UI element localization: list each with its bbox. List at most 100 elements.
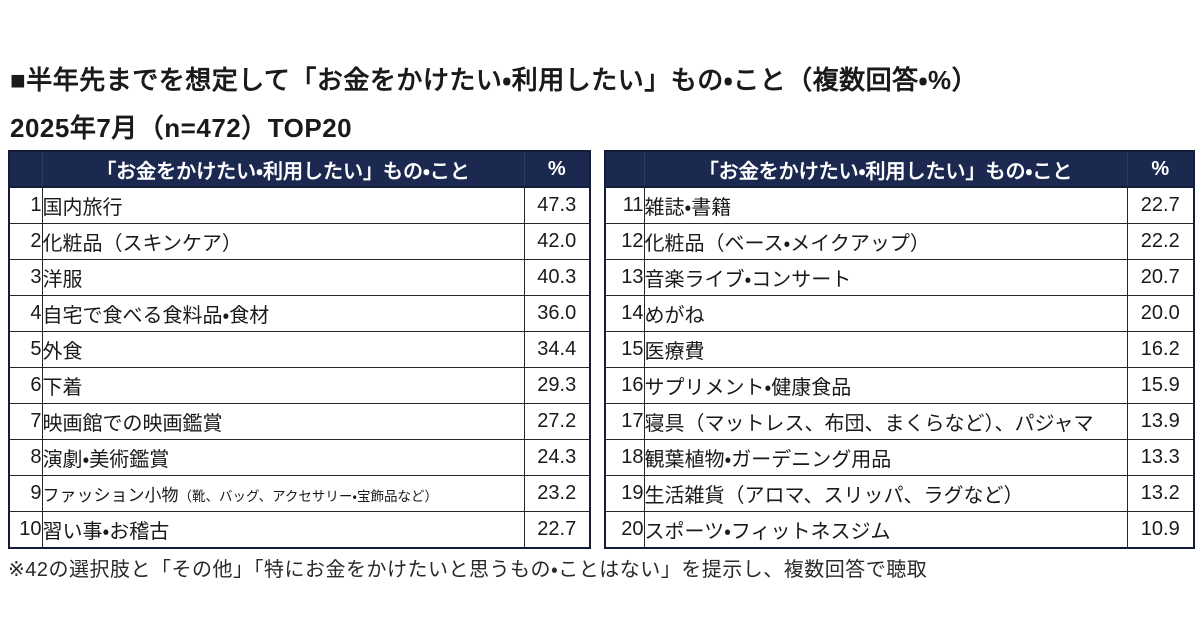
table-row: 7 映画館での映画鑑賞 27.2 [8,403,591,440]
table-row: 18 観葉植物・ガーデニング用品 13.3 [604,439,1195,476]
item-label: 観葉植物・ガーデニング用品 [644,449,892,471]
table-row: 4 自宅で食べる食料品・食材 36.0 [8,295,591,332]
percent-cell: 22.7 [1126,186,1195,224]
percent-cell: 13.2 [1126,475,1195,512]
rank-cell: 16 [604,367,645,404]
item-label: 医療費 [644,341,705,363]
item-label: 自宅で食べる食料品・食材 [42,305,270,327]
item-label: 音楽ライブ・コンサート [644,269,852,291]
table-row: 5 外食 34.4 [8,331,591,368]
ranking-table-right: 「お金をかけたい・利用したい」もの・こと % 11 雑誌・書籍 22.7 12 … [604,150,1195,549]
table-row: 13 音楽ライブ・コンサート 20.7 [604,259,1195,296]
table-row: 17 寝具（マットレス、布団、まくらなど）、パジャマ 13.9 [604,403,1195,440]
table-row: 11 雑誌・書籍 22.7 [604,186,1195,224]
item-cell: 寝具（マットレス、布団、まくらなど）、パジャマ [643,403,1128,440]
item-label: 習い事・お稽古 [42,521,170,543]
table-row: 19 生活雑貨（アロマ、スリッパ、ラグなど） 13.2 [604,475,1195,512]
rank-cell: 5 [8,331,43,368]
item-cell: ファッション小物（靴、バッグ、アクセサリー・宝飾品など） [41,475,525,512]
ranking-table-left: 「お金をかけたい・利用したい」もの・こと % 1 国内旅行 47.3 2 化粧品… [8,150,591,549]
percent-cell: 10.9 [1126,511,1195,549]
rank-cell: 6 [8,367,43,404]
item-cell: 映画館での映画鑑賞 [41,403,525,440]
percent-cell: 13.3 [1126,439,1195,476]
rank-cell: 19 [604,475,645,512]
percent-cell: 20.0 [1126,295,1195,332]
table-body-right: 11 雑誌・書籍 22.7 12 化粧品（ベース・メイクアップ） 22.2 13… [604,186,1195,549]
percent-cell: 24.3 [523,439,591,476]
percent-cell: 34.4 [523,331,591,368]
table-header: 「お金をかけたい・利用したい」もの・こと % [604,150,1195,188]
item-column-header: 「お金をかけたい・利用したい」もの・こと [41,150,525,188]
header-row: 「お金をかけたい・利用したい」もの・こと % [604,150,1195,188]
percent-cell: 42.0 [523,223,591,260]
item-label: 国内旅行 [42,197,123,219]
percent-column-header: % [523,150,591,188]
item-label: スポーツ・フィットネスジム [644,521,891,543]
page-subtitle: 2025年7月（n=472）TOP20 [10,113,353,143]
rank-cell: 9 [8,475,43,512]
item-cell: サプリメント・健康食品 [643,367,1128,404]
rank-cell: 17 [604,403,645,440]
rank-cell: 8 [8,439,43,476]
percent-cell: 15.9 [1126,367,1195,404]
rank-cell: 7 [8,403,43,440]
table-row: 10 習い事・お稽古 22.7 [8,511,591,549]
item-cell: 観葉植物・ガーデニング用品 [643,439,1128,476]
item-cell: 音楽ライブ・コンサート [643,259,1128,296]
item-note: （靴、バッグ、アクセサリー・宝飾品など） [178,488,438,504]
item-label: 雑誌・書籍 [644,197,732,219]
item-label: 生活雑貨（アロマ、スリッパ、ラグなど） [644,485,1024,507]
item-label: めがね [644,305,705,327]
percent-cell: 23.2 [523,475,591,512]
rank-cell: 15 [604,331,645,368]
item-cell: 生活雑貨（アロマ、スリッパ、ラグなど） [643,475,1128,512]
rank-cell: 2 [8,223,43,260]
item-cell: 洋服 [41,259,525,296]
table-row: 8 演劇・美術鑑賞 24.3 [8,439,591,476]
table-row: 6 下着 29.3 [8,367,591,404]
percent-cell: 29.3 [523,367,591,404]
percent-cell: 27.2 [523,403,591,440]
table-row: 16 サプリメント・健康食品 15.9 [604,367,1195,404]
percent-column-header: % [1126,150,1195,188]
item-cell: 化粧品（ベース・メイクアップ） [643,223,1128,260]
item-label: 化粧品（ベース・メイクアップ） [644,233,930,255]
percent-cell: 20.7 [1126,259,1195,296]
rank-cell: 11 [604,186,645,224]
table-row: 3 洋服 40.3 [8,259,591,296]
percent-cell: 36.0 [523,295,591,332]
item-cell: 化粧品（スキンケア） [41,223,525,260]
item-label: 外食 [42,341,83,363]
item-cell: 演劇・美術鑑賞 [41,439,525,476]
percent-cell: 47.3 [523,186,591,224]
item-label: 化粧品（スキンケア） [42,233,242,255]
rank-cell: 14 [604,295,645,332]
table-row: 9 ファッション小物（靴、バッグ、アクセサリー・宝飾品など） 23.2 [8,475,591,512]
item-cell: 下着 [41,367,525,404]
table-row: 1 国内旅行 47.3 [8,186,591,224]
table-header: 「お金をかけたい・利用したい」もの・こと % [8,150,591,188]
item-label: 演劇・美術鑑賞 [42,449,170,471]
rank-cell: 20 [604,511,645,549]
rank-cell: 3 [8,259,43,296]
item-label: 寝具（マットレス、布団、まくらなど）、パジャマ [644,413,1094,435]
item-label: 洋服 [42,269,83,291]
item-cell: 自宅で食べる食料品・食材 [41,295,525,332]
table-row: 2 化粧品（スキンケア） 42.0 [8,223,591,260]
item-label: サプリメント・健康食品 [644,377,852,399]
table-row: 14 めがね 20.0 [604,295,1195,332]
item-cell: 医療費 [643,331,1128,368]
percent-cell: 40.3 [523,259,591,296]
percent-cell: 22.2 [1126,223,1195,260]
item-cell: 国内旅行 [41,186,525,224]
rank-cell: 12 [604,223,645,260]
rank-cell: 4 [8,295,43,332]
rank-cell: 18 [604,439,645,476]
table-body-left: 1 国内旅行 47.3 2 化粧品（スキンケア） 42.0 3 洋服 40.3 … [8,186,591,549]
footnote: ※42の選択肢と「その他」「特にお金をかけたいと思うもの・ことはない」を提示し、… [8,559,928,581]
percent-cell: 22.7 [523,511,591,549]
item-column-header: 「お金をかけたい・利用したい」もの・こと [643,150,1128,188]
item-cell: 雑誌・書籍 [643,186,1128,224]
